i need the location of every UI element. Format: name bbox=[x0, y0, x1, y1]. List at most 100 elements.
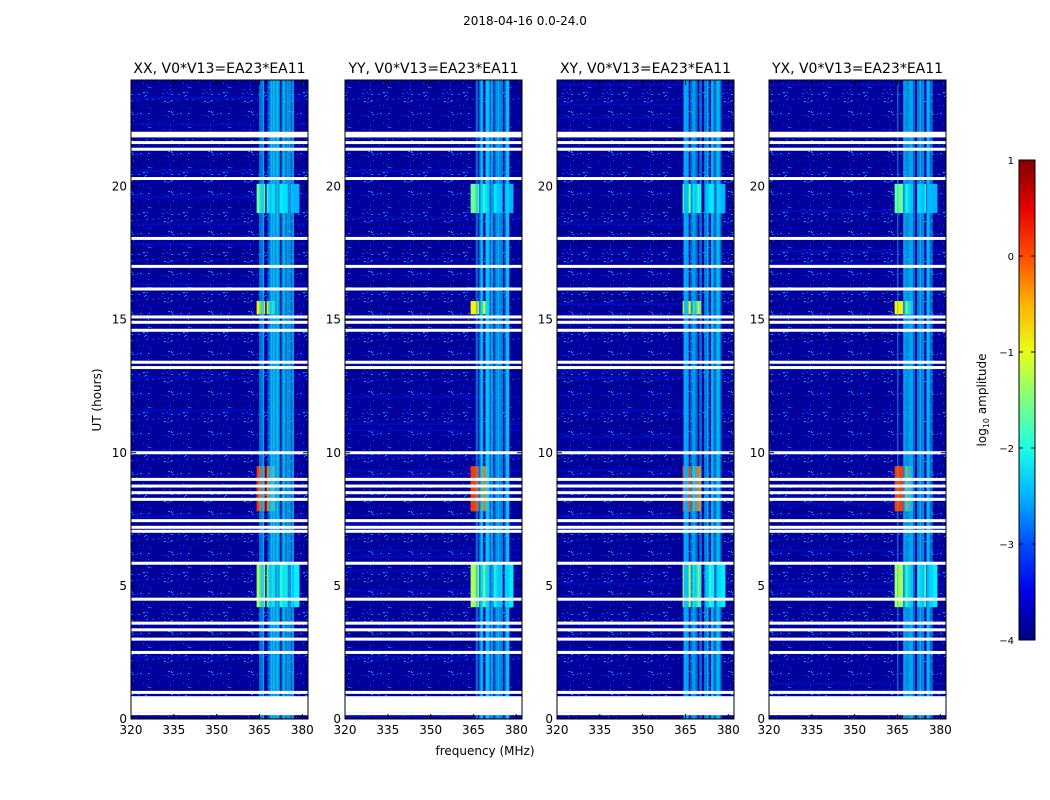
heatmap-streak bbox=[345, 136, 522, 139]
heatmap-streak bbox=[345, 369, 522, 372]
y-tick-label: 5 bbox=[757, 579, 765, 593]
flagged-row bbox=[769, 320, 946, 324]
heatmap-streak bbox=[345, 715, 522, 718]
heatmap-streak bbox=[769, 123, 946, 126]
heatmap-streak bbox=[557, 136, 734, 139]
y-tick-label: 15 bbox=[750, 313, 765, 327]
heatmap-streak bbox=[557, 642, 734, 645]
heatmap-streak bbox=[345, 396, 522, 399]
heatmap-streak bbox=[345, 376, 522, 379]
panel-frame bbox=[768, 79, 947, 720]
heatmap-streak bbox=[769, 502, 946, 505]
x-tick-label: 380 bbox=[717, 723, 740, 737]
rfi-column bbox=[705, 80, 708, 719]
flagged-row bbox=[769, 525, 946, 529]
heatmap-streak bbox=[557, 369, 734, 372]
colorbar-tick-label: −3 bbox=[999, 540, 1014, 551]
rfi-column bbox=[281, 80, 284, 719]
heatmap-streak bbox=[769, 549, 946, 552]
x-tick-label: 365 bbox=[248, 723, 271, 737]
flagged-row bbox=[769, 328, 946, 332]
y-tick-label: 20 bbox=[750, 180, 765, 194]
rfi-column bbox=[479, 80, 481, 719]
flagged-row bbox=[345, 315, 522, 319]
heatmap-streak bbox=[345, 343, 522, 346]
figure-title: 2018-04-16 0.0-24.0 bbox=[463, 14, 587, 28]
heatmap-streak bbox=[557, 323, 734, 326]
rfi-block bbox=[705, 183, 715, 214]
flagged-row bbox=[769, 712, 946, 716]
flagged-row bbox=[557, 497, 734, 501]
heatmap-background bbox=[769, 80, 946, 719]
rfi-block bbox=[480, 564, 490, 608]
heatmap-streak bbox=[131, 542, 308, 545]
heatmap-streak bbox=[769, 369, 946, 372]
heatmap-streak bbox=[557, 422, 734, 425]
flagged-row bbox=[345, 650, 522, 654]
flagged-row bbox=[131, 529, 308, 533]
heatmap-streak bbox=[345, 169, 522, 172]
heatmap-streak bbox=[345, 456, 522, 459]
rfi-column bbox=[909, 80, 912, 719]
heatmap-streak bbox=[557, 209, 734, 212]
y-tick-label: 10 bbox=[750, 446, 765, 460]
rfi-column bbox=[714, 80, 716, 719]
rfi-column bbox=[271, 80, 273, 719]
rfi-column bbox=[485, 80, 487, 719]
rfi-column bbox=[499, 80, 502, 719]
heatmap-streak bbox=[345, 556, 522, 559]
rfi-column bbox=[275, 80, 279, 719]
heatmap-streak bbox=[769, 449, 946, 452]
rfi-column bbox=[930, 80, 933, 719]
heatmap-streak bbox=[131, 196, 308, 199]
heatmap-streak bbox=[345, 522, 522, 525]
heatmap-streak bbox=[345, 429, 522, 432]
heatmap-streak bbox=[557, 469, 734, 472]
heatmap-streak bbox=[557, 476, 734, 479]
flagged-row bbox=[557, 519, 734, 523]
flagged-row bbox=[345, 690, 522, 694]
flagged-row bbox=[131, 712, 308, 716]
heatmap-streak bbox=[131, 156, 308, 159]
heatmap-streak bbox=[131, 163, 308, 166]
rfi-column bbox=[497, 80, 500, 719]
rfi-column bbox=[479, 80, 483, 719]
heatmap-streak bbox=[345, 642, 522, 645]
panel-title: XY, V0*V13=EA23*EA11 bbox=[560, 61, 731, 77]
flagged-row bbox=[769, 484, 946, 488]
flagged-row bbox=[769, 451, 946, 455]
heatmap-streak bbox=[131, 96, 308, 99]
heatmap-streak bbox=[345, 249, 522, 252]
flagged-row bbox=[769, 650, 946, 654]
rfi-column bbox=[921, 80, 925, 719]
flagged-row bbox=[131, 287, 308, 291]
heatmap-streak bbox=[345, 689, 522, 692]
flagged-row bbox=[345, 525, 522, 529]
heatmap-streak bbox=[557, 103, 734, 106]
flagged-row bbox=[131, 525, 308, 529]
flagged-row bbox=[557, 597, 734, 601]
flagged-row bbox=[769, 529, 946, 533]
rfi-column bbox=[704, 80, 706, 719]
flagged-row bbox=[769, 141, 946, 145]
heatmap-streak bbox=[769, 336, 946, 339]
heatmap-streak bbox=[769, 163, 946, 166]
flagged-row bbox=[131, 236, 308, 240]
flagged-row bbox=[557, 628, 734, 632]
heatmap-streak bbox=[345, 476, 522, 479]
heatmap-streak bbox=[557, 223, 734, 226]
heatmap-streak bbox=[769, 209, 946, 212]
flagged-row bbox=[345, 236, 522, 240]
flagged-row bbox=[345, 360, 522, 364]
x-axis-label: frequency (MHz) bbox=[435, 744, 535, 758]
flagged-row bbox=[769, 131, 946, 135]
flagged-row bbox=[557, 529, 734, 533]
rfi-column bbox=[699, 80, 702, 719]
rfi-block bbox=[894, 300, 904, 315]
flagged-row bbox=[131, 451, 308, 455]
x-tick-label: 380 bbox=[929, 723, 952, 737]
flagged-row bbox=[769, 134, 946, 138]
heatmap-streak bbox=[557, 536, 734, 539]
heatmap-streak bbox=[557, 382, 734, 385]
x-tick-label: 380 bbox=[505, 723, 528, 737]
